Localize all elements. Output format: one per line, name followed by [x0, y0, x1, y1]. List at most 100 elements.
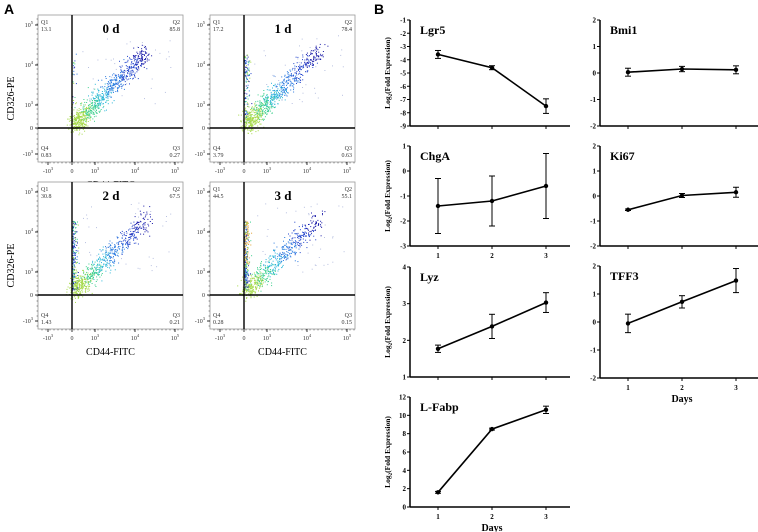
x-tick-label: 103 [91, 333, 100, 342]
x-tick-label: 0 [71, 169, 74, 175]
y-tick-label: -3 [400, 43, 406, 51]
line-chart-ki67: 2 1 0 -1 -2 Ki67 [590, 143, 758, 251]
y-tick-label: -1 [590, 347, 596, 355]
x-tick-label: 103 [263, 166, 272, 175]
quadrant-label: Q4 [213, 313, 220, 319]
y-tick-label: 103 [25, 100, 34, 109]
x-axis-label: Days [671, 394, 692, 405]
x-tick-label: 2 [490, 252, 494, 260]
quadrant-value: 44.5 [213, 194, 224, 200]
x-tick-label: 105 [171, 333, 180, 342]
x-axis-label: CD44-FITC [86, 347, 135, 358]
quadrant-value: 67.5 [170, 194, 181, 200]
y-tick-label: 2 [593, 263, 597, 271]
y-tick-label: 103 [197, 100, 206, 109]
quadrant-label: Q3 [173, 313, 180, 319]
y-tick-label: 105 [25, 20, 34, 29]
x-tick-label: 0 [243, 169, 246, 175]
y-tick-label: -1 [400, 17, 406, 25]
y-tick-label: 6 [403, 449, 407, 457]
data-point [489, 65, 495, 70]
y-tick-label: 12 [399, 394, 407, 402]
x-tick-label: 1 [436, 252, 440, 260]
data-point [733, 190, 739, 195]
y-tick-label: 0 [403, 504, 407, 512]
x-tick-label: 103 [91, 166, 100, 175]
flow-plot-title: 0 d [103, 21, 121, 36]
scatter-points [66, 38, 172, 136]
data-point [543, 103, 549, 109]
x-tick-label: 1 [626, 384, 630, 392]
y-tick-label: 105 [25, 187, 34, 196]
data-point [625, 70, 631, 75]
quadrant-value: 0.27 [170, 153, 181, 159]
y-tick-label: 0 [202, 293, 205, 299]
y-tick-label: 2 [403, 337, 407, 345]
y-tick-label: 3 [403, 300, 407, 308]
x-tick-label: 2 [680, 384, 684, 392]
y-tick-label: 2 [403, 485, 407, 493]
data-point [435, 346, 441, 351]
quadrant-value: 3.79 [213, 153, 224, 159]
quadrant-label: Q2 [173, 187, 180, 193]
y-tick-label: 8 [403, 430, 407, 438]
flow-plot-title: 3 d [275, 188, 293, 203]
y-tick-label: -3 [400, 243, 406, 251]
y-tick-label: -2 [590, 375, 596, 383]
x-axis-label: CD44-FITC [258, 347, 307, 358]
flow-plot-title: 2 d [103, 188, 121, 203]
x-tick-label: 105 [343, 333, 352, 342]
chart-title: TFF3 [610, 269, 639, 283]
y-axis-label: Log2(Fold Expression) [383, 286, 394, 358]
y-tick-label: -103 [195, 149, 206, 158]
y-tick-label: -103 [23, 316, 34, 325]
y-tick-label: 104 [25, 227, 34, 236]
quadrant-value: 13.1 [41, 27, 52, 33]
y-tick-label: 104 [197, 227, 206, 236]
y-axis-label: CD326-PE [6, 77, 17, 121]
data-point [625, 321, 631, 326]
x-tick-label: 0 [71, 336, 74, 342]
x-tick-label: 104 [303, 333, 312, 342]
x-tick-label: 2 [490, 513, 494, 521]
quadrant-label: Q2 [345, 20, 352, 26]
y-tick-label: -9 [400, 123, 406, 131]
y-tick-label: 1 [593, 168, 597, 176]
x-tick-label: 3 [544, 252, 548, 260]
quadrant-value: 0.28 [213, 320, 224, 326]
y-tick-label: -103 [195, 316, 206, 325]
y-tick-label: -2 [400, 30, 406, 38]
x-tick-label: 104 [131, 333, 140, 342]
y-axis-label: CD326-PE [6, 244, 17, 288]
y-tick-label: 103 [25, 267, 34, 276]
series-line [437, 409, 547, 493]
quadrant-value: 17.2 [213, 27, 224, 33]
quadrant-value: 0.83 [41, 153, 52, 159]
data-point [489, 198, 495, 204]
data-point [435, 52, 441, 57]
quadrant-label: Q4 [213, 146, 220, 152]
series-line [437, 53, 547, 107]
x-tick-label: -103 [43, 166, 54, 175]
data-point [435, 203, 441, 209]
line-chart-chga: 1 0 -1 -2 -3 1 2 3 ChgA Log2(Fold Expression) [383, 143, 570, 260]
quadrant-label: Q1 [41, 187, 48, 193]
scatter-points [238, 35, 344, 135]
chart-title: Lgr5 [420, 23, 445, 37]
y-tick-label: 103 [197, 267, 206, 276]
panel-label-b: B [374, 1, 385, 17]
y-tick-label: -5 [400, 70, 406, 78]
x-tick-label: 104 [303, 166, 312, 175]
y-tick-label: 2 [593, 17, 597, 25]
quadrant-label: Q4 [41, 146, 48, 152]
y-tick-label: 0 [593, 70, 597, 78]
quadrant-value: 85.8 [170, 27, 181, 33]
chart-title: ChgA [420, 149, 450, 163]
data-point [679, 66, 685, 72]
y-tick-label: 0 [593, 193, 597, 201]
data-point [679, 299, 685, 305]
quadrant-value: 0.21 [170, 320, 181, 326]
